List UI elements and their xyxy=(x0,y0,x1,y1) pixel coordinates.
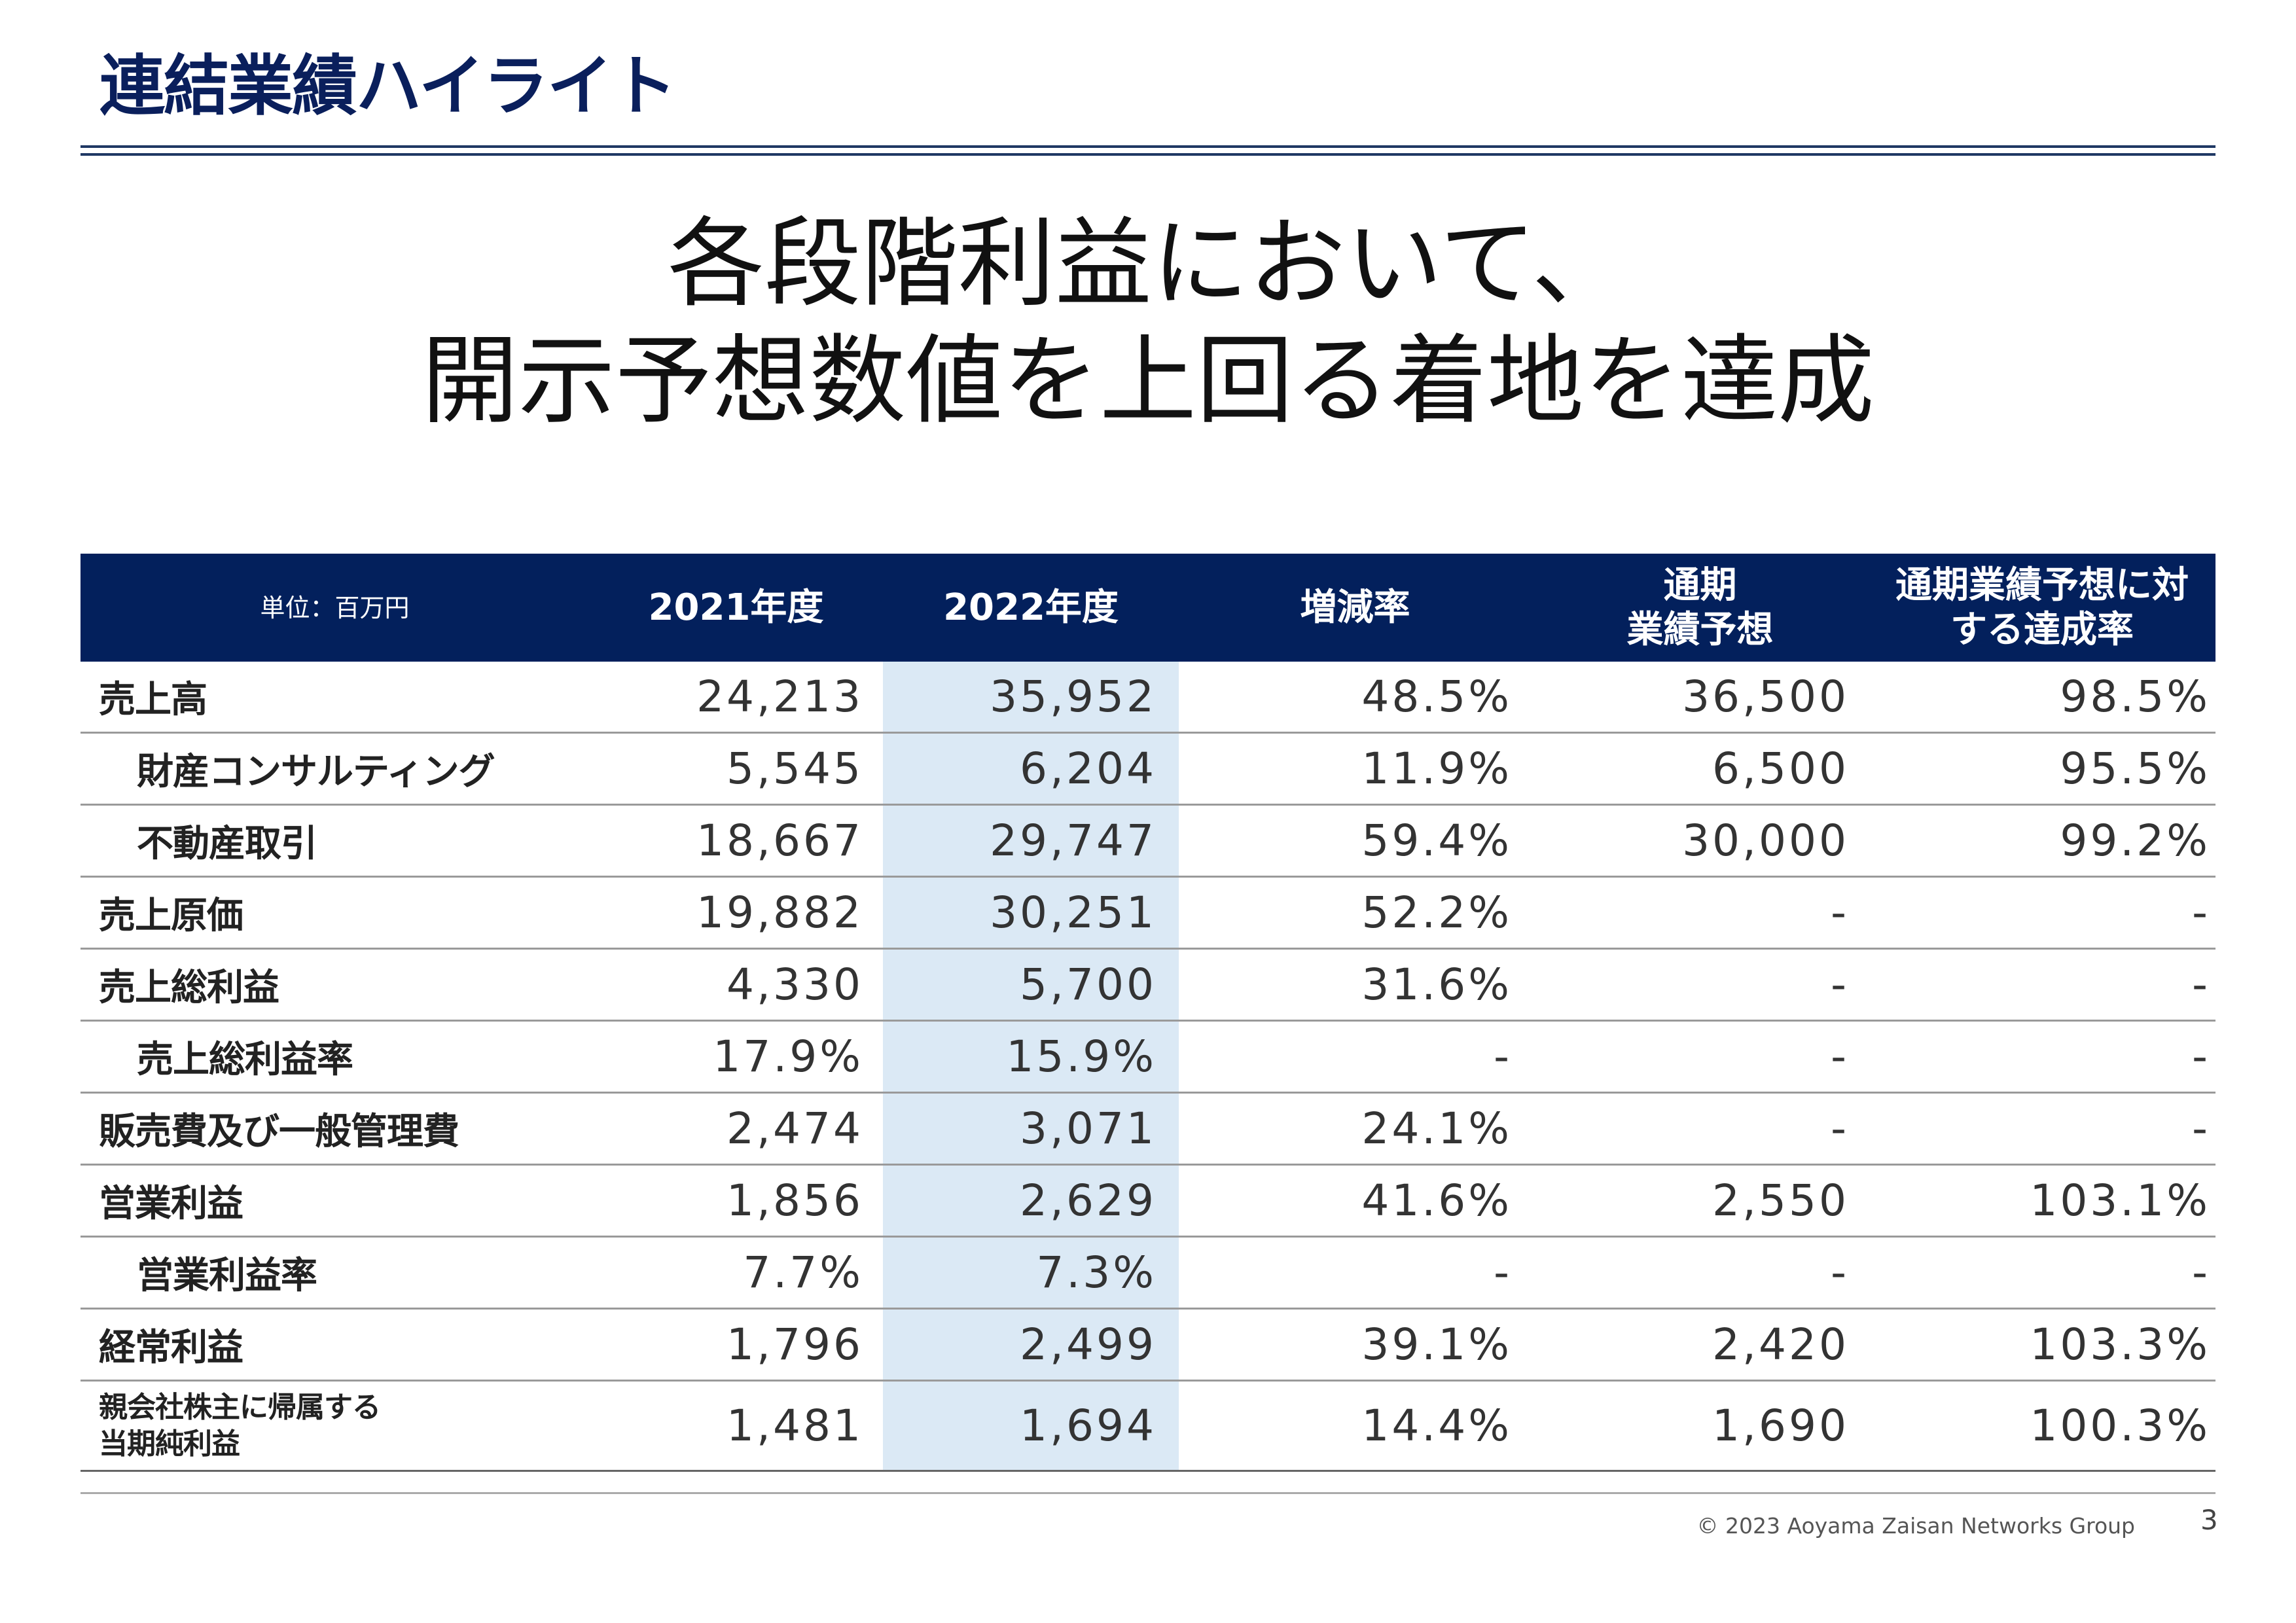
value-achievement: 95.5% xyxy=(1869,732,2215,806)
value-2021: 1,796 xyxy=(589,1308,883,1382)
value-achievement: - xyxy=(1869,1236,2215,1310)
value-change-rate: 39.1% xyxy=(1179,1308,1532,1382)
header-2021: 2021年度 xyxy=(589,554,883,662)
table-row: 販売費及び一般管理費 2,474 3,071 24.1% - - xyxy=(81,1092,2215,1166)
value-achievement: 98.5% xyxy=(1869,662,2215,734)
value-2022: 35,952 xyxy=(883,662,1179,734)
value-change-rate: 48.5% xyxy=(1179,662,1532,734)
value-2021: 1,856 xyxy=(589,1164,883,1238)
table-row: 売上原価 19,882 30,251 52.2% - - xyxy=(81,876,2215,950)
row-label: 売上高 xyxy=(81,662,589,734)
header-forecast-line: 業績予想 xyxy=(1626,608,1774,651)
value-achievement: - xyxy=(1869,1092,2215,1166)
value-2021: 5,545 xyxy=(589,732,883,806)
title-divider-top xyxy=(81,145,2215,148)
title-divider-bottom xyxy=(81,153,2215,156)
row-label: 販売費及び一般管理費 xyxy=(81,1092,589,1166)
table-header-row: 単位：百万円 2021年度 2022年度 増減率 通期 業績予想 通期業績予想に対… xyxy=(81,554,2215,662)
row-label: 売上総利益率 xyxy=(81,1020,589,1094)
value-change-rate: 31.6% xyxy=(1179,948,1532,1022)
footer-divider xyxy=(81,1492,2215,1494)
value-forecast: - xyxy=(1532,948,1869,1022)
value-2022: 1,694 xyxy=(883,1380,1179,1472)
table-row: 売上総利益 4,330 5,700 31.6% - - xyxy=(81,948,2215,1022)
row-label: 売上総利益 xyxy=(81,948,589,1022)
table-row: 財産コンサルティング 5,545 6,204 11.9% 6,500 95.5% xyxy=(81,732,2215,806)
value-2022: 6,204 xyxy=(883,732,1179,806)
value-change-rate: 24.1% xyxy=(1179,1092,1532,1166)
value-2022: 7.3% xyxy=(883,1236,1179,1310)
table-row: 親会社株主に帰属する 当期純利益 1,481 1,694 14.4% 1,690 100.3… xyxy=(81,1380,2215,1472)
value-forecast: - xyxy=(1532,1020,1869,1094)
headline-line-2: 開示予想数値を上回る着地を達成 xyxy=(422,325,1874,437)
value-achievement: - xyxy=(1869,948,2215,1022)
page-number: 3 xyxy=(2200,1504,2218,1536)
value-2022: 3,071 xyxy=(883,1092,1179,1166)
value-2021: 4,330 xyxy=(589,948,883,1022)
header-forecast-line: 通期 xyxy=(1663,563,1737,607)
header-achievement-line: する達成率 xyxy=(1950,608,2134,651)
value-2022: 15.9% xyxy=(883,1020,1179,1094)
value-forecast: - xyxy=(1532,876,1869,950)
value-forecast: - xyxy=(1532,1092,1869,1166)
value-2022: 2,499 xyxy=(883,1308,1179,1382)
value-forecast: 2,550 xyxy=(1532,1164,1869,1238)
value-2022: 2,629 xyxy=(883,1164,1179,1238)
value-2021: 19,882 xyxy=(589,876,883,950)
header-change-rate: 増減率 xyxy=(1179,554,1532,662)
headline-line-1: 各段階利益において、 xyxy=(667,207,1629,320)
header-achievement: 通期業績予想に対 する達成率 xyxy=(1869,554,2215,662)
value-achievement: 103.3% xyxy=(1869,1308,2215,1382)
value-forecast: - xyxy=(1532,1236,1869,1310)
value-forecast: 6,500 xyxy=(1532,732,1869,806)
value-achievement: - xyxy=(1869,876,2215,950)
header-forecast: 通期 業績予想 xyxy=(1532,554,1869,662)
value-change-rate: 41.6% xyxy=(1179,1164,1532,1238)
value-change-rate: - xyxy=(1179,1020,1532,1094)
table-row: 売上総利益率 17.9% 15.9% - - - xyxy=(81,1020,2215,1094)
table-row: 営業利益 1,856 2,629 41.6% 2,550 103.1% xyxy=(81,1164,2215,1238)
value-2021: 24,213 xyxy=(589,662,883,734)
header-2022: 2022年度 xyxy=(883,554,1179,662)
row-label-line: 親会社株主に帰属する xyxy=(99,1390,381,1424)
row-label: 経常利益 xyxy=(81,1308,589,1382)
value-2021: 7.7% xyxy=(589,1236,883,1310)
value-2021: 17.9% xyxy=(589,1020,883,1094)
row-label: 営業利益 xyxy=(81,1164,589,1238)
value-forecast: 1,690 xyxy=(1532,1380,1869,1472)
value-achievement: 100.3% xyxy=(1869,1380,2215,1472)
value-achievement: 103.1% xyxy=(1869,1164,2215,1238)
value-achievement: 99.2% xyxy=(1869,804,2215,878)
value-change-rate: 11.9% xyxy=(1179,732,1532,806)
row-label: 親会社株主に帰属する 当期純利益 xyxy=(81,1380,589,1472)
table-row: 売上高 24,213 35,952 48.5% 36,500 98.5% xyxy=(81,662,2215,734)
value-2021: 2,474 xyxy=(589,1092,883,1166)
value-forecast: 36,500 xyxy=(1532,662,1869,734)
table-row: 経常利益 1,796 2,499 39.1% 2,420 103.3% xyxy=(81,1308,2215,1382)
row-label: 営業利益率 xyxy=(81,1236,589,1310)
value-achievement: - xyxy=(1869,1020,2215,1094)
value-2022: 30,251 xyxy=(883,876,1179,950)
value-2021: 1,481 xyxy=(589,1380,883,1472)
row-label: 売上原価 xyxy=(81,876,589,950)
header-achievement-line: 通期業績予想に対 xyxy=(1895,563,2189,607)
value-2022: 5,700 xyxy=(883,948,1179,1022)
row-label-line: 当期純利益 xyxy=(99,1427,240,1461)
row-label: 財産コンサルティング xyxy=(81,732,589,806)
table-row: 不動産取引 18,667 29,747 59.4% 30,000 99.2% xyxy=(81,804,2215,878)
copyright: © 2023 Aoyama Zaisan Networks Group xyxy=(1696,1513,2135,1539)
value-change-rate: - xyxy=(1179,1236,1532,1310)
results-table: 単位：百万円 2021年度 2022年度 増減率 通期 業績予想 通期業績予想に対… xyxy=(81,554,2215,1472)
page-title: 連結業績ハイライト xyxy=(99,48,677,124)
value-change-rate: 14.4% xyxy=(1179,1380,1532,1472)
table-row: 営業利益率 7.7% 7.3% - - - xyxy=(81,1236,2215,1310)
value-change-rate: 52.2% xyxy=(1179,876,1532,950)
value-forecast: 2,420 xyxy=(1532,1308,1869,1382)
value-forecast: 30,000 xyxy=(1532,804,1869,878)
value-change-rate: 59.4% xyxy=(1179,804,1532,878)
value-2022: 29,747 xyxy=(883,804,1179,878)
unit-label: 単位：百万円 xyxy=(81,554,589,662)
row-label: 不動産取引 xyxy=(81,804,589,878)
value-2021: 18,667 xyxy=(589,804,883,878)
